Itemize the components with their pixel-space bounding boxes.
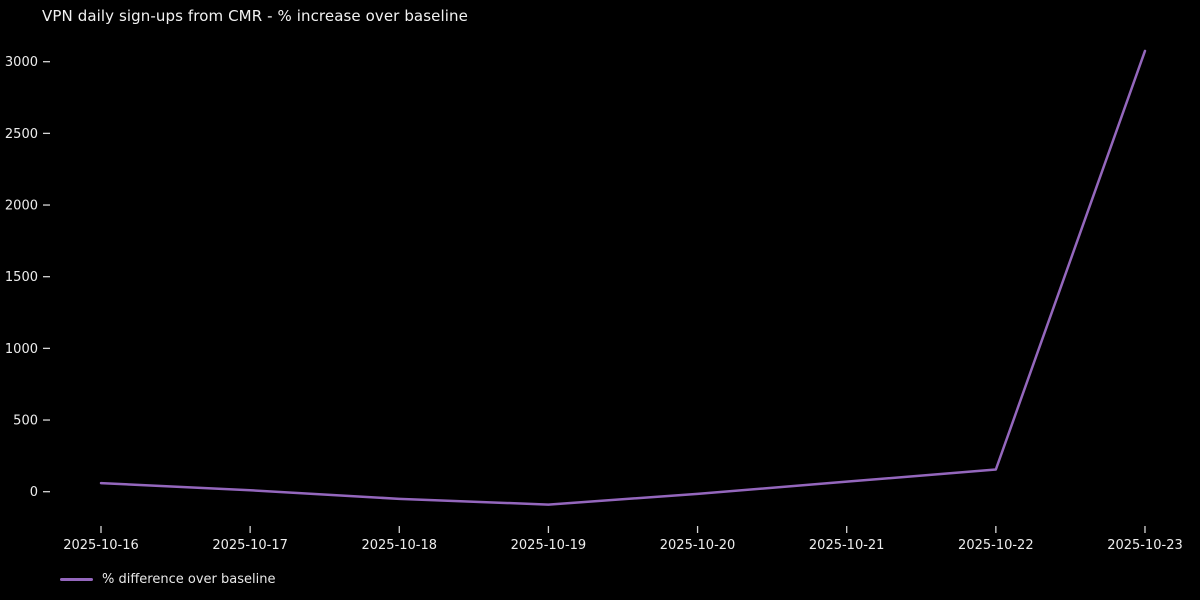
series-line — [99, 49, 1147, 506]
legend-label: % difference over baseline — [102, 572, 276, 587]
chart-title: VPN daily sign-ups from CMR - % increase… — [42, 7, 468, 25]
y-axis-tick-label: 1000 — [5, 342, 38, 357]
x-axis-tick-label: 2025-10-19 — [511, 538, 587, 553]
y-axis-tick-label: 2500 — [5, 127, 38, 142]
x-axis-tick-label: 2025-10-22 — [958, 538, 1034, 553]
y-axis-tick-label: 1500 — [5, 270, 38, 285]
legend-swatch-line — [60, 578, 93, 581]
y-axis-tick-label: 0 — [30, 485, 38, 500]
y-axis-tick-label: 3000 — [5, 55, 38, 70]
x-axis-tick-label: 2025-10-18 — [361, 538, 437, 553]
x-axis-tick-label: 2025-10-21 — [809, 538, 885, 553]
x-axis-tick-label: 2025-10-16 — [63, 538, 139, 553]
y-axis-tick-label: 500 — [13, 414, 38, 429]
x-axis-tick-label: 2025-10-17 — [212, 538, 288, 553]
x-axis-tick-label: 2025-10-20 — [660, 538, 736, 553]
y-axis-tick-label: 2000 — [5, 199, 38, 214]
x-axis-tick-label: 2025-10-23 — [1107, 538, 1183, 553]
legend: % difference over baseline — [60, 572, 275, 587]
